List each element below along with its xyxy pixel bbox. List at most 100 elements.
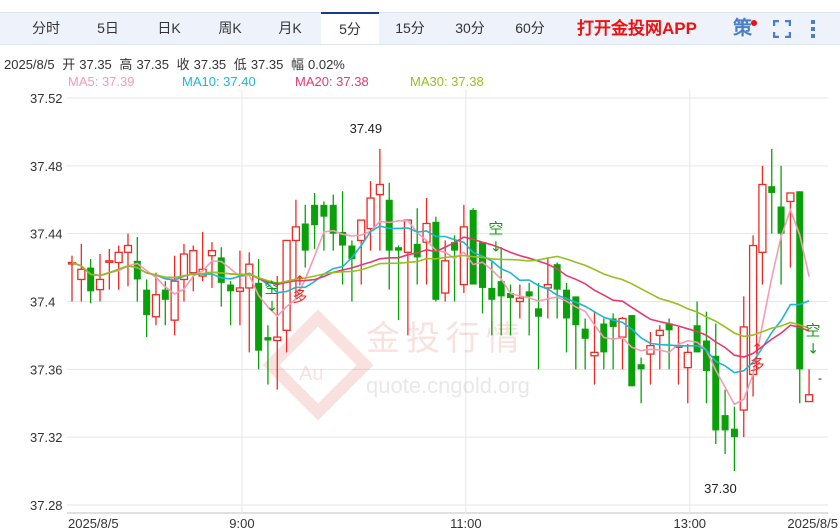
candle-body xyxy=(385,199,393,251)
candle-body xyxy=(114,251,123,264)
candle-body xyxy=(655,329,664,337)
candle-body xyxy=(87,267,95,292)
fullscreen-icon[interactable] xyxy=(773,20,791,38)
max-price-label: 37.49 xyxy=(350,121,383,136)
candle-body xyxy=(730,428,738,438)
more-vertical-icon[interactable] xyxy=(810,19,816,39)
arrow-up-icon: ↑ xyxy=(751,341,763,357)
candle-body xyxy=(67,261,77,265)
tab-5min[interactable]: 5分 xyxy=(321,12,379,44)
notification-dot xyxy=(751,20,758,26)
tab-30min[interactable]: 30分 xyxy=(455,20,485,36)
ma20-legend: MA20: 37.38 xyxy=(295,74,369,89)
tab-weekly-k[interactable]: 周K xyxy=(218,20,242,36)
candle-body xyxy=(768,186,776,193)
x-tick-label: 2025/8/5 xyxy=(787,516,838,531)
candle-body xyxy=(441,260,450,294)
candle-body xyxy=(291,226,301,242)
candle-body xyxy=(637,364,645,370)
candle-body xyxy=(497,281,505,297)
candle-body xyxy=(515,297,524,303)
tab-intraday[interactable]: 分时 xyxy=(32,20,60,36)
candle-body xyxy=(207,249,217,257)
close-value: 37.35 xyxy=(193,57,227,72)
arrow-down-icon: ↓ xyxy=(490,240,502,256)
x-tick-label: 2025/8/5 xyxy=(68,516,119,531)
tab-15min[interactable]: 15分 xyxy=(395,20,425,36)
candle-body xyxy=(217,257,225,283)
candle-body xyxy=(459,226,469,286)
candle-body xyxy=(702,340,710,372)
candle-body xyxy=(143,289,151,316)
candle-body xyxy=(105,260,114,263)
tab-5day[interactable]: 5日 xyxy=(97,20,119,36)
short-signal-label: 空 xyxy=(264,279,279,297)
candle-body xyxy=(348,245,356,260)
candle-body xyxy=(151,294,161,318)
candle-body xyxy=(777,206,785,234)
candle-body xyxy=(245,263,254,289)
candle-body xyxy=(255,282,263,351)
candle-body xyxy=(366,197,375,230)
candle-body xyxy=(413,243,421,258)
candle-body xyxy=(796,191,804,370)
high-label: 高 xyxy=(119,57,133,72)
candle-body xyxy=(683,351,692,369)
ma20-line xyxy=(71,236,810,358)
strategy-icon[interactable]: 策 xyxy=(733,13,758,44)
candle-body xyxy=(693,325,701,353)
strategy-label: 策 xyxy=(733,18,753,39)
open-value: 37.35 xyxy=(79,57,112,72)
info-date: 2025/8/5 xyxy=(4,57,55,72)
candle-body xyxy=(311,204,319,226)
ohlc-info-line: 2025/8/5 开 37.35 高 37.35 收 37.35 低 37.35 幅 0.… xyxy=(4,54,349,73)
candle-body xyxy=(674,344,683,348)
long-signal-label: 多 xyxy=(292,288,307,306)
candle-body xyxy=(77,268,86,281)
amplitude-label: 幅 xyxy=(290,57,304,72)
candle-body xyxy=(357,219,366,242)
candle-body xyxy=(301,223,309,251)
ma30-legend: MA30: 37.38 xyxy=(410,74,484,89)
candle-body xyxy=(786,192,795,203)
candle-body xyxy=(375,183,385,196)
amplitude-value: 0.02% xyxy=(308,57,345,72)
candle-body xyxy=(488,287,496,300)
ma5-legend: MA5: 37.39 xyxy=(68,74,135,89)
short-signal-label: 空 xyxy=(806,321,821,339)
open-label: 开 xyxy=(62,57,76,72)
candle-body xyxy=(432,221,440,300)
long-signal-label: 多 xyxy=(750,355,765,373)
tab-60min[interactable]: 60分 xyxy=(515,20,545,36)
tab-monthly-k[interactable]: 月K xyxy=(278,20,302,36)
y-tick-label: 37.36 xyxy=(30,362,63,377)
candle-body xyxy=(320,204,328,217)
candle-body xyxy=(646,344,655,355)
arrow-down-icon: ↓ xyxy=(266,299,278,315)
candle-body xyxy=(804,394,814,403)
candle-body xyxy=(422,222,431,243)
ma10-legend: MA10: 37.40 xyxy=(182,74,256,89)
candle-body xyxy=(123,244,133,253)
candle-body xyxy=(395,247,403,251)
watermark-name: 金投行情 xyxy=(366,319,526,359)
arrow-down-icon: ↓ xyxy=(807,341,819,357)
candle-body xyxy=(609,318,617,327)
high-value: 37.35 xyxy=(136,57,169,72)
tab-daily-k[interactable]: 日K xyxy=(157,20,181,36)
candle-body xyxy=(469,209,477,285)
candle-body xyxy=(264,337,272,341)
candle-body xyxy=(739,326,748,411)
candle-body xyxy=(95,278,105,291)
candle-body xyxy=(507,293,515,299)
candle-body xyxy=(451,242,459,251)
candle-body xyxy=(329,204,337,234)
candle-body xyxy=(665,323,673,331)
candle-body xyxy=(543,283,552,289)
min-price-label: 37.30 xyxy=(704,481,737,496)
ma30-line xyxy=(71,254,810,338)
candle-body xyxy=(553,264,561,290)
open-app-link[interactable]: 打开金投网APP xyxy=(577,19,697,38)
ma5-line xyxy=(71,207,810,406)
candle-body xyxy=(179,253,189,281)
